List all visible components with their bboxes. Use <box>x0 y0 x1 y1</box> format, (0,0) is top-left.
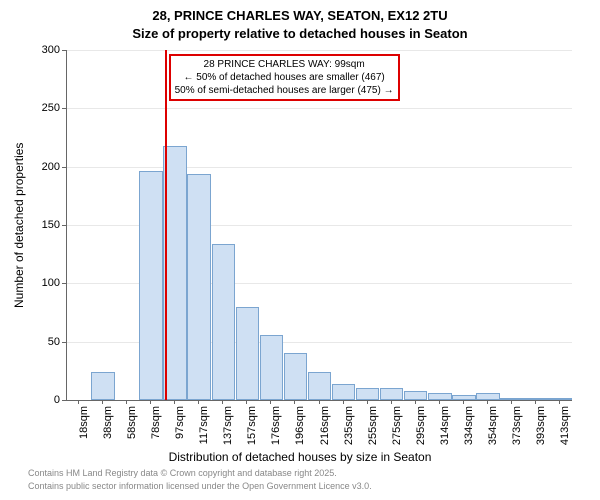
gridline <box>67 108 572 109</box>
y-tick-mark <box>62 167 66 168</box>
y-tick-label: 100 <box>30 277 60 289</box>
annotation-line2: ← 50% of detached houses are smaller (46… <box>175 71 394 84</box>
x-tick-label: 137sqm <box>222 406 234 456</box>
footer-attribution-2: Contains public sector information licen… <box>28 481 372 491</box>
x-tick-label: 334sqm <box>463 406 475 456</box>
footer-attribution-1: Contains HM Land Registry data © Crown c… <box>28 468 337 478</box>
property-marker-line <box>165 50 167 400</box>
x-tick-mark <box>439 400 440 404</box>
histogram-bar <box>356 388 380 400</box>
histogram-bar <box>500 398 524 400</box>
histogram-bar <box>524 398 548 400</box>
chart-plot-area <box>66 50 572 401</box>
histogram-bar <box>332 384 356 400</box>
x-tick-label: 354sqm <box>487 406 499 456</box>
y-tick-mark <box>62 50 66 51</box>
y-tick-label: 300 <box>30 44 60 56</box>
histogram-bar <box>476 393 500 400</box>
y-tick-label: 150 <box>30 219 60 231</box>
x-tick-label: 314sqm <box>439 406 451 456</box>
x-tick-label: 38sqm <box>102 406 114 456</box>
chart-title-line1: 28, PRINCE CHARLES WAY, SEATON, EX12 2TU <box>0 8 600 23</box>
x-tick-mark <box>367 400 368 404</box>
x-tick-mark <box>102 400 103 404</box>
histogram-bar <box>187 174 211 400</box>
histogram-bar <box>308 372 332 400</box>
histogram-bar <box>284 353 308 400</box>
x-tick-label: 393sqm <box>535 406 547 456</box>
y-tick-mark <box>62 108 66 109</box>
histogram-bar <box>548 398 572 400</box>
x-tick-mark <box>294 400 295 404</box>
histogram-bar <box>139 171 163 400</box>
x-tick-mark <box>487 400 488 404</box>
x-tick-label: 117sqm <box>198 406 210 456</box>
x-tick-label: 413sqm <box>559 406 571 456</box>
x-tick-label: 196sqm <box>294 406 306 456</box>
histogram-bar <box>91 372 115 400</box>
annotation-line3: 50% of semi-detached houses are larger (… <box>175 84 394 97</box>
histogram-bar <box>404 391 428 400</box>
y-tick-label: 200 <box>30 161 60 173</box>
x-tick-label: 97sqm <box>174 406 186 456</box>
x-tick-mark <box>535 400 536 404</box>
y-tick-mark <box>62 225 66 226</box>
x-tick-mark <box>246 400 247 404</box>
annotation-line1: 28 PRINCE CHARLES WAY: 99sqm <box>175 58 394 71</box>
x-tick-mark <box>319 400 320 404</box>
x-tick-mark <box>415 400 416 404</box>
x-tick-mark <box>391 400 392 404</box>
histogram-bar <box>236 307 260 400</box>
y-tick-mark <box>62 400 66 401</box>
chart-title-line2: Size of property relative to detached ho… <box>0 26 600 41</box>
x-tick-label: 216sqm <box>319 406 331 456</box>
annotation-box: 28 PRINCE CHARLES WAY: 99sqm← 50% of det… <box>169 54 400 101</box>
y-tick-label: 0 <box>30 394 60 406</box>
x-tick-label: 255sqm <box>367 406 379 456</box>
histogram-bar <box>212 244 236 400</box>
x-tick-mark <box>174 400 175 404</box>
x-tick-mark <box>222 400 223 404</box>
x-tick-label: 235sqm <box>343 406 355 456</box>
x-tick-mark <box>463 400 464 404</box>
gridline <box>67 50 572 51</box>
histogram-bar <box>380 388 404 400</box>
y-tick-label: 50 <box>30 336 60 348</box>
x-tick-mark <box>511 400 512 404</box>
x-tick-mark <box>78 400 79 404</box>
histogram-bar <box>428 393 452 400</box>
x-tick-mark <box>559 400 560 404</box>
x-tick-label: 373sqm <box>511 406 523 456</box>
gridline <box>67 167 572 168</box>
x-tick-mark <box>198 400 199 404</box>
x-tick-label: 176sqm <box>270 406 282 456</box>
x-tick-label: 58sqm <box>126 406 138 456</box>
x-tick-label: 275sqm <box>391 406 403 456</box>
y-tick-mark <box>62 342 66 343</box>
x-tick-mark <box>126 400 127 404</box>
y-tick-label: 250 <box>30 102 60 114</box>
x-tick-label: 18sqm <box>78 406 90 456</box>
x-tick-mark <box>270 400 271 404</box>
y-axis-label: Number of detached properties <box>12 142 26 307</box>
histogram-bar <box>452 395 476 400</box>
x-tick-mark <box>343 400 344 404</box>
y-tick-mark <box>62 283 66 284</box>
x-tick-label: 157sqm <box>246 406 258 456</box>
histogram-bar <box>163 146 187 400</box>
x-tick-label: 295sqm <box>415 406 427 456</box>
histogram-bar <box>260 335 284 400</box>
x-tick-label: 78sqm <box>150 406 162 456</box>
x-tick-mark <box>150 400 151 404</box>
